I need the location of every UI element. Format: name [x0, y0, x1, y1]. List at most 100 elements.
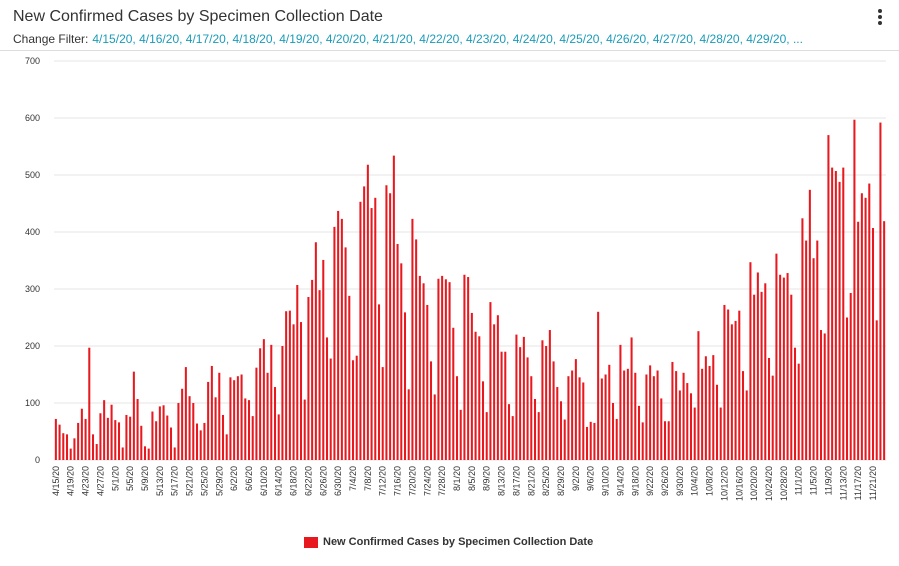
- x-tick-label: 6/14/20: [274, 466, 284, 496]
- bar: [303, 399, 306, 460]
- bar: [103, 400, 106, 460]
- bar: [868, 183, 871, 461]
- bar: [210, 365, 213, 460]
- bar: [842, 167, 845, 460]
- bar: [73, 438, 76, 460]
- x-tick-label: 10/8/20: [705, 466, 715, 496]
- filter-values-link[interactable]: 4/15/20, 4/16/20, 4/17/20, 4/18/20, 4/19…: [92, 32, 803, 46]
- x-tick-label: 4/27/20: [95, 466, 105, 496]
- more-vertical-icon[interactable]: [870, 8, 890, 28]
- bar: [641, 422, 644, 460]
- bar: [169, 427, 173, 460]
- bar: [556, 387, 559, 460]
- bar: [816, 240, 819, 460]
- bar: [701, 368, 704, 460]
- bar: [563, 419, 566, 460]
- bar: [181, 388, 184, 460]
- bar: [585, 426, 589, 460]
- x-tick-label: 4/15/20: [51, 466, 61, 496]
- bar: [255, 367, 258, 460]
- bar: [132, 371, 135, 460]
- bar: [879, 122, 882, 460]
- bar: [348, 295, 351, 460]
- bar: [448, 282, 451, 460]
- bar: [845, 317, 849, 460]
- bar: [344, 247, 347, 460]
- bar: [422, 283, 425, 460]
- bar: [266, 372, 269, 460]
- bar: [95, 444, 98, 460]
- x-tick-label: 7/20/20: [407, 466, 417, 496]
- bar: [273, 387, 277, 460]
- bar: [251, 416, 254, 460]
- bar: [385, 185, 388, 460]
- bar: [459, 409, 462, 460]
- x-tick-label: 9/30/20: [675, 466, 685, 496]
- bar: [533, 399, 537, 460]
- bar: [496, 315, 499, 460]
- bar: [686, 383, 689, 460]
- bar: [307, 296, 310, 460]
- bar: [65, 434, 69, 460]
- bar: [541, 340, 544, 460]
- bar: [515, 334, 518, 460]
- x-tick-label: 6/26/20: [318, 466, 328, 496]
- bar: [860, 193, 863, 461]
- bar: [467, 277, 470, 460]
- bar: [147, 448, 150, 460]
- bar: [708, 365, 711, 460]
- x-tick-label: 8/13/20: [497, 466, 507, 496]
- bar: [801, 218, 804, 460]
- y-tick-label: 700: [25, 56, 40, 66]
- bar: [819, 330, 823, 460]
- x-tick-label: 9/14/20: [615, 466, 625, 496]
- filter-label: Change Filter:: [13, 32, 89, 46]
- x-tick-label: 9/6/20: [586, 466, 596, 491]
- bar: [782, 277, 785, 460]
- bar: [682, 372, 685, 460]
- y-tick-label: 100: [25, 398, 40, 408]
- bar: [292, 324, 295, 460]
- bar: [474, 331, 477, 460]
- x-tick-label: 8/1/20: [452, 466, 462, 491]
- bar: [530, 376, 533, 460]
- bar: [723, 304, 726, 460]
- bar: [329, 358, 332, 460]
- bar: [359, 201, 362, 461]
- legend[interactable]: New Confirmed Cases by Specimen Collecti…: [304, 536, 593, 548]
- x-tick-label: 7/8/20: [363, 466, 373, 491]
- bar: [771, 375, 774, 460]
- bar: [812, 258, 815, 460]
- x-tick-label: 7/12/20: [378, 466, 388, 496]
- bar: [593, 422, 596, 460]
- bar: [244, 398, 247, 460]
- bar: [671, 361, 674, 460]
- bar: [838, 181, 841, 460]
- bar: [151, 411, 154, 460]
- x-tick-label: 5/13/20: [155, 466, 165, 496]
- bar: [58, 424, 61, 460]
- x-tick-label: 6/6/20: [244, 466, 254, 491]
- bar: [407, 389, 410, 460]
- bar: [559, 401, 563, 460]
- bar: [504, 351, 507, 460]
- bar: [619, 344, 622, 460]
- bar: [767, 357, 771, 460]
- bar: [389, 193, 392, 461]
- x-tick-label: 6/2/20: [229, 466, 239, 491]
- bar: [463, 274, 466, 460]
- bar: [834, 171, 837, 460]
- x-tick-label: 8/5/20: [467, 466, 477, 491]
- bar: [567, 376, 570, 460]
- x-tick-label: 5/5/20: [125, 466, 135, 491]
- bar: [697, 331, 700, 460]
- bar: [351, 360, 355, 460]
- bar: [233, 380, 236, 460]
- x-tick-label: 10/28/20: [779, 466, 789, 501]
- x-tick-label: 6/22/20: [303, 466, 313, 496]
- bar: [91, 434, 95, 460]
- x-tick-label: 11/21/20: [868, 466, 878, 500]
- bar: [637, 405, 641, 460]
- x-tick-label: 10/12/20: [719, 466, 729, 501]
